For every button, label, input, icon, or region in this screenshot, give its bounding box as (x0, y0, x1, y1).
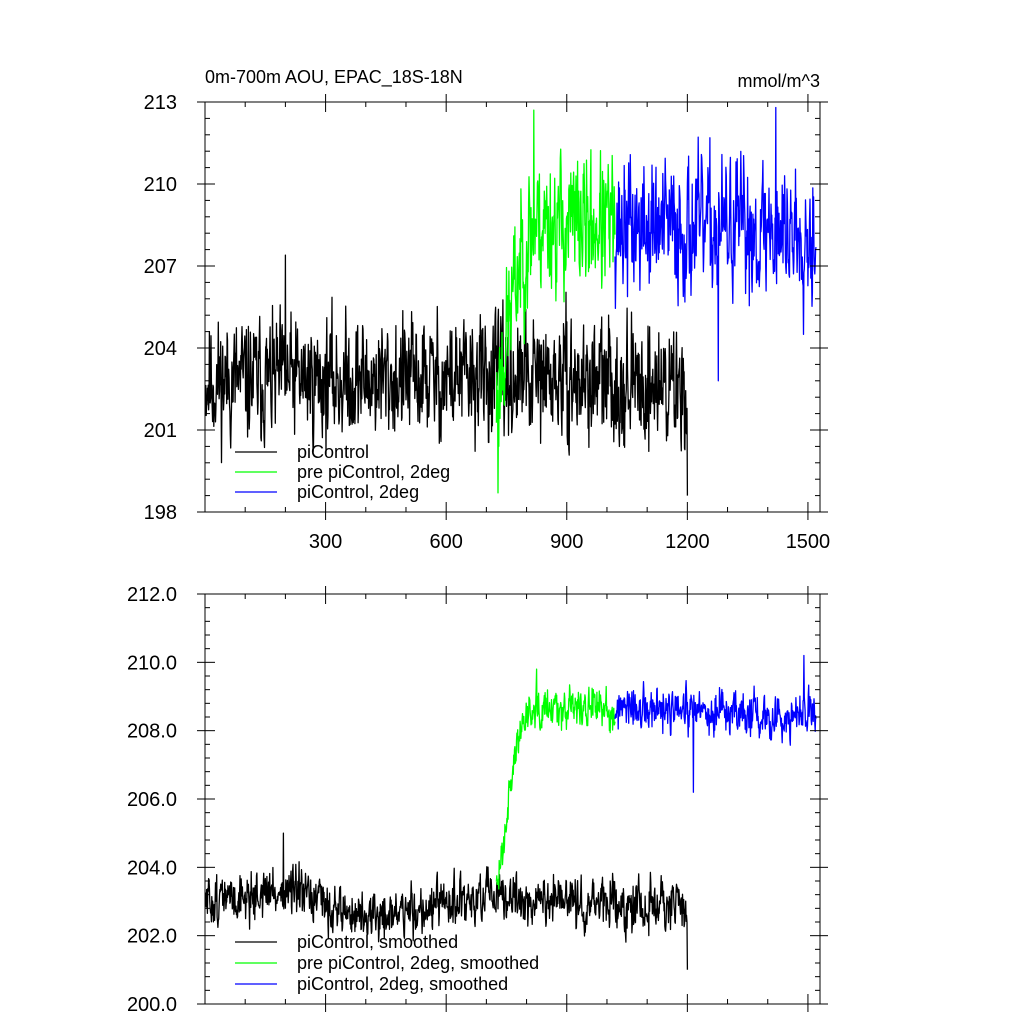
y-tick-label: 207 (144, 256, 177, 278)
units-label: mmol/m^3 (738, 71, 820, 91)
y-tick-label: 208.0 (127, 721, 177, 743)
y-tick-label: 204 (144, 338, 177, 360)
x-tick-label: 300 (309, 531, 342, 553)
y-tick-label: 213 (144, 92, 177, 114)
y-tick-label: 202.0 (127, 926, 177, 948)
y-tick-label: 210 (144, 174, 177, 196)
x-tick-label: 1200 (665, 531, 710, 553)
plot-area (205, 106, 817, 496)
y-tick-label: 206.0 (127, 789, 177, 811)
legend-label: pre piControl, 2deg (297, 462, 450, 482)
plot-area (205, 654, 817, 970)
series-line-0 (205, 832, 689, 970)
legend-label: piControl, smoothed (297, 932, 458, 952)
axes: 200.0 202.0 204.0 206.0 208.0 210.0 212.0 (127, 584, 828, 1016)
axes: 300 600 900 1200 1500 198 201 204 207 210 213 (144, 92, 831, 553)
y-tick-label: 204.0 (127, 857, 177, 879)
legend-label: piControl (297, 442, 369, 462)
panel-title: 0m-700m AOU, EPAC_18S-18N (205, 67, 463, 88)
x-tick-label: 600 (429, 531, 462, 553)
series-line-0 (205, 254, 689, 496)
series-line-2 (614, 654, 817, 793)
y-tick-label: 198 (144, 502, 177, 524)
legend-label: piControl, 2deg (297, 482, 419, 502)
legend-label: pre piControl, 2deg, smoothed (297, 953, 539, 973)
series-line-1 (495, 668, 616, 890)
series-line-1 (495, 109, 616, 494)
series-line-2 (614, 106, 817, 382)
bottom-panel: 200.0 202.0 204.0 206.0 208.0 210.0 212.0 piCo… (127, 584, 828, 1016)
legend-label: piControl, 2deg, smoothed (297, 974, 508, 994)
x-tick-label: 900 (550, 531, 583, 553)
x-tick-label: 1500 (786, 531, 831, 553)
y-tick-label: 201 (144, 420, 177, 442)
y-tick-label: 210.0 (127, 652, 177, 674)
y-tick-label: 200.0 (127, 994, 177, 1016)
y-tick-label: 212.0 (127, 584, 177, 606)
axis-frame (204, 101, 821, 513)
top-panel: 0m-700m AOU, EPAC_18S-18N mmol/m^3 300 60… (144, 67, 831, 553)
